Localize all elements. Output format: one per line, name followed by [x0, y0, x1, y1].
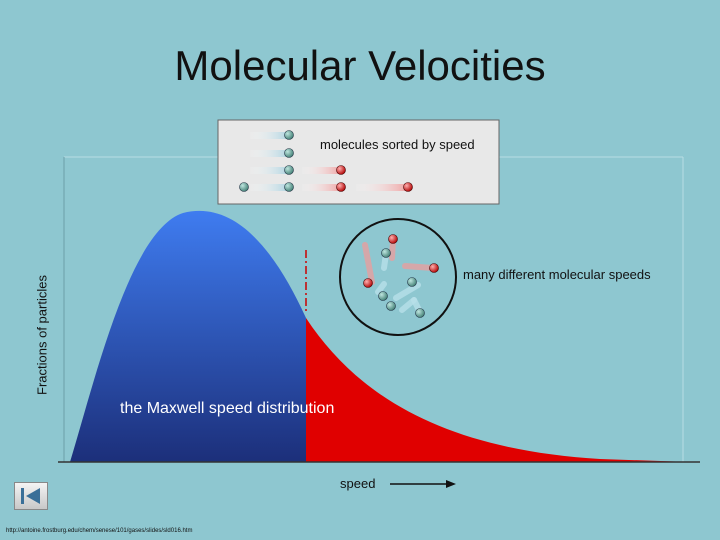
sorted-molecules-box — [217, 119, 500, 205]
molecular-speeds-label: many different molecular speeds — [463, 267, 651, 282]
slide-title: Molecular Velocities — [174, 42, 546, 89]
back-to-start-button[interactable] — [14, 482, 48, 510]
distribution-label: the Maxwell speed distribution — [120, 400, 335, 417]
gas-container — [339, 218, 457, 336]
slow-speed-region — [70, 210, 306, 462]
right-arrow-icon — [390, 480, 456, 488]
sorted-molecules-label: molecules sorted by speed — [320, 137, 475, 152]
x-axis-label: speed — [340, 476, 376, 491]
y-axis-label: Fractions of particles — [34, 275, 50, 395]
source-url[interactable]: http://antoine.frostburg.edu/chem/senese… — [6, 528, 193, 534]
fast-speed-region — [306, 318, 690, 462]
back-to-start-icon — [21, 488, 40, 504]
